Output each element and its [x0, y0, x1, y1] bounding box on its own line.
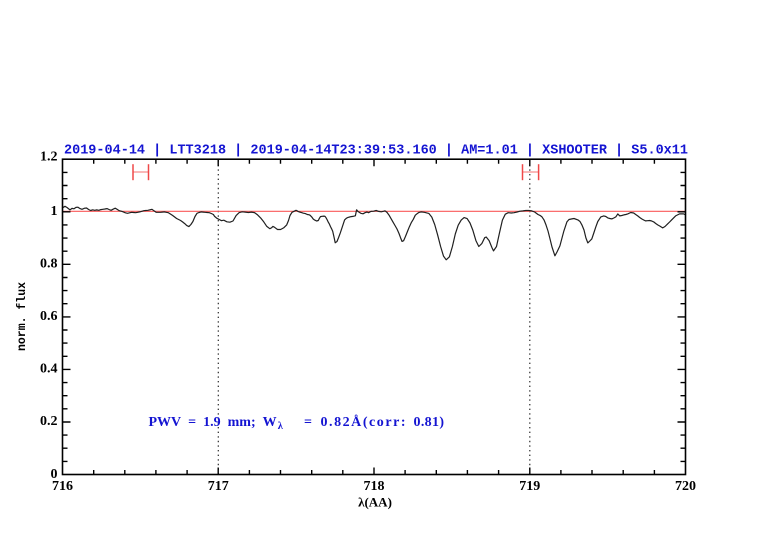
svg-text:norm. flux: norm. flux	[16, 282, 29, 351]
svg-text:=: =	[304, 415, 312, 430]
svg-text:1.2: 1.2	[40, 149, 58, 164]
svg-text:717: 717	[208, 479, 229, 494]
svg-text:0.4: 0.4	[40, 362, 58, 377]
svg-text:λ: λ	[278, 421, 284, 432]
svg-text:716: 716	[52, 479, 73, 494]
svg-text:λ(AA): λ(AA)	[358, 495, 392, 510]
svg-text:720: 720	[675, 479, 696, 494]
svg-text:0.8: 0.8	[40, 257, 58, 272]
svg-text:1: 1	[51, 204, 58, 219]
svg-text:PWV = 1.9 mm; W: PWV = 1.9 mm; W	[149, 415, 277, 430]
svg-text:0.2: 0.2	[40, 414, 58, 429]
svg-text:0.6: 0.6	[40, 309, 58, 324]
svg-text:2019-04-14 | LTT3218 | 2019-04: 2019-04-14 | LTT3218 | 2019-04-14T23:39:…	[64, 144, 688, 159]
svg-text:718: 718	[364, 479, 385, 494]
svg-text:0.82Å(corr:: 0.82Å(corr:	[321, 414, 406, 430]
svg-text:0.81): 0.81)	[414, 415, 445, 430]
svg-text:0: 0	[51, 467, 58, 482]
svg-text:719: 719	[519, 479, 540, 494]
